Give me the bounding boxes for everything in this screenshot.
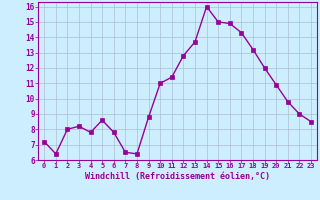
X-axis label: Windchill (Refroidissement éolien,°C): Windchill (Refroidissement éolien,°C) [85,172,270,181]
